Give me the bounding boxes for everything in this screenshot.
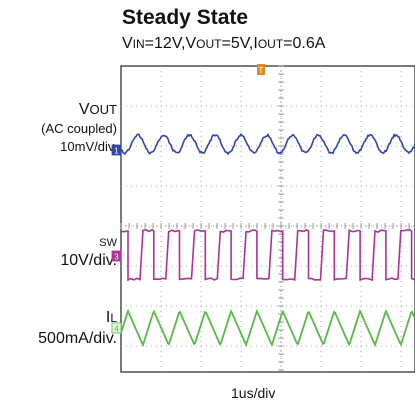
channel-marker-label: 3 [114,253,119,262]
plot-frame [121,66,415,372]
x-axis-label: 1us/div [231,385,275,401]
channel-marker-label: 4 [114,325,119,334]
channel-marker-label: 1 [114,147,119,156]
trigger-marker-label: T [259,66,264,75]
